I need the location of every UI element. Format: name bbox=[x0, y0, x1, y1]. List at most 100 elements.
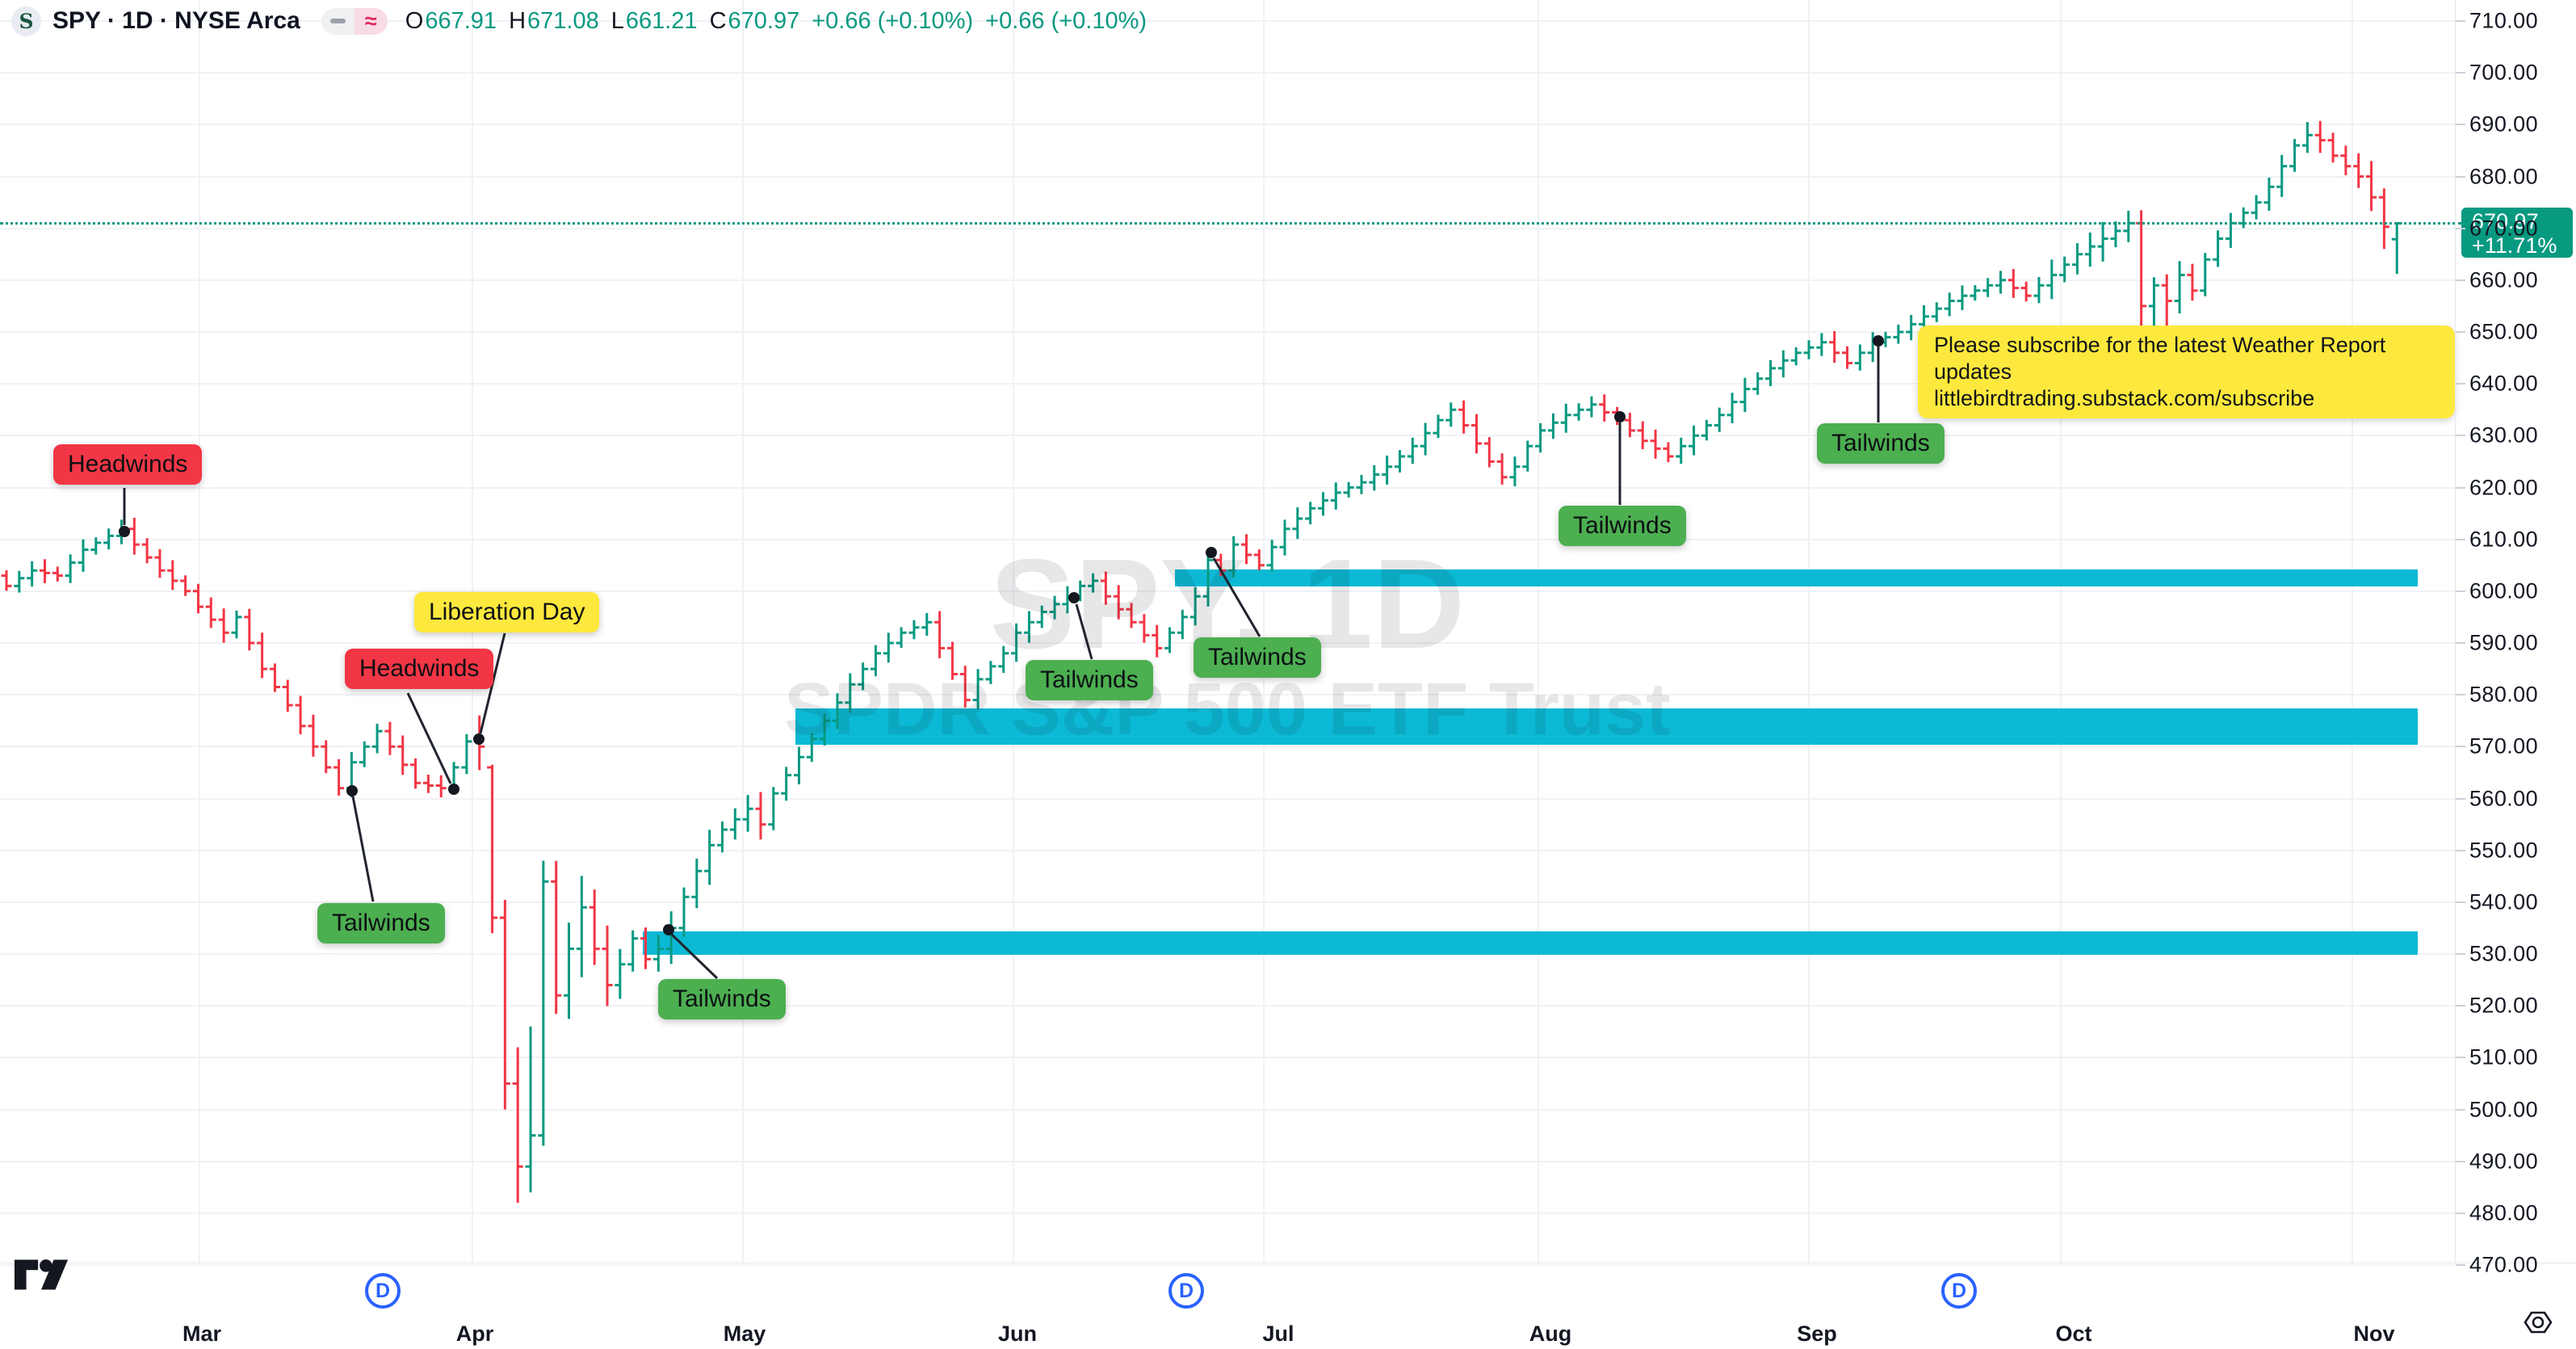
ohlc-key: L bbox=[610, 7, 624, 34]
price-axis-label: 660.00 bbox=[2469, 267, 2538, 292]
tradingview-logo[interactable] bbox=[13, 1257, 69, 1294]
last-price-line bbox=[0, 222, 2461, 225]
annotation-label[interactable]: Headwinds bbox=[345, 649, 494, 689]
time-axis-label: Jul bbox=[1262, 1322, 1294, 1346]
annotation-label[interactable]: Headwinds bbox=[53, 444, 203, 485]
callout-line bbox=[670, 933, 719, 980]
price-axis-tick bbox=[2456, 124, 2465, 126]
tv-logo-dot bbox=[40, 1259, 52, 1272]
last-price-change: +11.71% bbox=[2472, 233, 2557, 258]
price-axis-tick bbox=[2456, 590, 2465, 592]
dividend-marker[interactable]: D bbox=[1941, 1273, 1977, 1309]
price-axis-label: 600.00 bbox=[2469, 578, 2538, 603]
time-axis-label: Oct bbox=[2055, 1322, 2092, 1346]
price-axis-tick bbox=[2456, 20, 2465, 22]
approx-toggle-button[interactable]: ≈ bbox=[354, 7, 388, 35]
last-price-badge: 670.97 +11.71% bbox=[2461, 208, 2573, 258]
price-axis-divider bbox=[2455, 0, 2456, 1263]
subscribe-note[interactable]: Please subscribe for the latest Weather … bbox=[1918, 326, 2455, 418]
price-axis-tick bbox=[2456, 72, 2465, 74]
settings-hexagon bbox=[2524, 1311, 2553, 1334]
ohlc-value: 670.97 bbox=[728, 7, 800, 34]
ohlc-value: 671.08 bbox=[527, 7, 599, 34]
time-axis-label: Apr bbox=[455, 1322, 494, 1346]
price-axis-label: 480.00 bbox=[2469, 1200, 2538, 1225]
ohlc-value: 667.91 bbox=[425, 7, 497, 34]
subscribe-note-line1: Please subscribe for the latest Weather … bbox=[1934, 333, 2386, 384]
price-axis[interactable]: 710.00 700.00 690.00 680.00 670.00 660.00 650.… bbox=[2456, 0, 2576, 1349]
price-axis-label: 630.00 bbox=[2469, 422, 2538, 448]
horizontal-gridline bbox=[0, 746, 2455, 748]
ohlc-pair: L 661.21 bbox=[611, 8, 698, 35]
price-axis-label: 570.00 bbox=[2469, 733, 2538, 759]
approx-icon: ≈ bbox=[364, 8, 377, 33]
annotation-label[interactable]: Tailwinds bbox=[1817, 423, 1945, 464]
horizontal-gridline bbox=[0, 175, 2455, 178]
time-axis-label: Aug bbox=[1529, 1322, 1572, 1346]
vertical-gridline bbox=[2352, 0, 2353, 1263]
symbol-logo[interactable]: S bbox=[11, 6, 41, 36]
vertical-gridline bbox=[1808, 0, 1810, 1263]
price-axis-tick bbox=[2456, 383, 2465, 385]
time-axis[interactable]: Mar Apr May Jun Jul Aug Sep Oct Nov D D D bbox=[0, 1263, 2455, 1349]
axis-settings-icon[interactable] bbox=[2521, 1309, 2555, 1336]
dividend-marker[interactable]: D bbox=[365, 1273, 401, 1309]
annotation-label[interactable]: Tailwinds bbox=[1194, 637, 1321, 678]
price-axis-tick bbox=[2456, 642, 2465, 644]
horizontal-gridline bbox=[0, 1212, 2455, 1214]
price-axis-tick bbox=[2456, 901, 2465, 903]
price-axis-tick bbox=[2456, 279, 2465, 281]
annotation-label[interactable]: Liberation Day bbox=[414, 592, 600, 632]
price-zone-band[interactable] bbox=[1175, 569, 2418, 587]
price-axis-tick bbox=[2456, 849, 2465, 851]
time-axis-label: Nov bbox=[2353, 1322, 2395, 1346]
horizontal-gridline bbox=[0, 590, 2455, 592]
annotation-label[interactable]: Tailwinds bbox=[1026, 660, 1153, 700]
ohlc-pair: H 671.08 bbox=[509, 8, 599, 35]
horizontal-gridline bbox=[0, 124, 2455, 126]
horizontal-gridline bbox=[0, 797, 2455, 800]
horizontal-gridline bbox=[0, 694, 2455, 696]
ohlc-key: C bbox=[709, 7, 727, 34]
horizontal-gridline bbox=[0, 1108, 2455, 1111]
dividend-marker[interactable]: D bbox=[1168, 1273, 1204, 1309]
horizontal-gridline bbox=[0, 849, 2455, 851]
ohlc-pair: O 667.91 bbox=[405, 8, 497, 35]
horizontal-gridline bbox=[0, 279, 2455, 281]
price-axis-label: 700.00 bbox=[2469, 60, 2538, 85]
callout-anchor-dot bbox=[448, 784, 459, 795]
horizontal-gridline bbox=[0, 1160, 2455, 1162]
price-axis-tick bbox=[2456, 486, 2465, 489]
annotation-label[interactable]: Tailwinds bbox=[1559, 506, 1686, 546]
last-price-value: 670.97 bbox=[2472, 209, 2539, 233]
horizontal-gridline bbox=[0, 1005, 2455, 1007]
price-axis-tick bbox=[2456, 1160, 2465, 1162]
horizontal-gridline bbox=[0, 435, 2455, 437]
horizontal-gridline bbox=[0, 227, 2455, 229]
ohlc-key: O bbox=[405, 7, 424, 34]
annotation-label[interactable]: Tailwinds bbox=[317, 903, 445, 943]
collapse-toggle-button[interactable] bbox=[321, 7, 355, 35]
callout-anchor-dot bbox=[663, 924, 674, 935]
price-axis-label: 650.00 bbox=[2469, 319, 2538, 344]
symbol-title[interactable]: SPY · 1D · NYSE Arca bbox=[52, 7, 300, 34]
callout-anchor-dot bbox=[1206, 547, 1217, 558]
price-zone-band[interactable] bbox=[795, 708, 2418, 746]
annotation-label[interactable]: Tailwinds bbox=[658, 979, 786, 1019]
price-axis-label: 550.00 bbox=[2469, 838, 2538, 863]
price-zone-band[interactable] bbox=[643, 931, 2418, 956]
vertical-gridline bbox=[1263, 0, 1265, 1263]
price-axis-label: 540.00 bbox=[2469, 889, 2538, 914]
ohlc-key: H bbox=[509, 7, 527, 34]
price-axis-tick bbox=[2456, 435, 2465, 437]
price-axis-label: 690.00 bbox=[2469, 111, 2538, 137]
horizontal-gridline bbox=[0, 72, 2455, 74]
price-axis-tick bbox=[2456, 1264, 2465, 1266]
price-axis-tick bbox=[2456, 1108, 2465, 1111]
price-change: +0.66 (+0.10%) bbox=[985, 7, 1147, 34]
price-axis-tick bbox=[2456, 746, 2465, 748]
callout-anchor-dot bbox=[119, 526, 130, 537]
vertical-gridline bbox=[1013, 0, 1014, 1263]
